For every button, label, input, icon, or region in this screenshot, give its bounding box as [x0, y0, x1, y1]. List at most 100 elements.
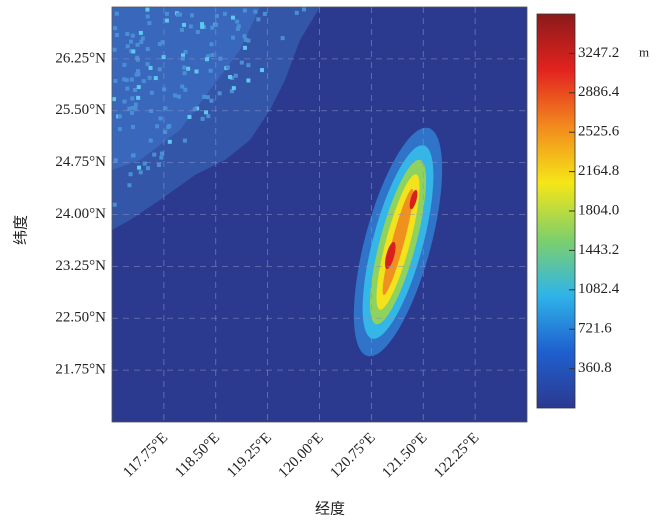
terrain-cell	[230, 76, 235, 81]
x-axis-label: 经度	[315, 500, 345, 517]
terrain-cell	[231, 35, 236, 40]
terrain-cell	[139, 39, 144, 44]
terrain-cell	[127, 183, 132, 188]
x-tick-label: 120.00°E	[276, 430, 327, 481]
terrain-cell	[179, 27, 184, 32]
terrain-cell	[163, 130, 168, 135]
terrain-cell	[202, 94, 207, 99]
terrain-cell	[148, 65, 153, 70]
terrain-cell	[117, 114, 122, 119]
terrain-cell	[200, 22, 205, 27]
terrain-cell	[259, 68, 264, 73]
x-tick-label: 119.25°E	[224, 430, 275, 481]
terrain-cell	[225, 65, 230, 70]
y-tick-label: 24.75°N	[55, 154, 106, 170]
terrain-cell	[138, 170, 143, 175]
terrain-cell	[246, 38, 251, 43]
terrain-cell	[125, 31, 130, 36]
terrain-cell	[133, 106, 138, 111]
terrain-cell	[155, 124, 160, 129]
terrain-cell	[214, 22, 219, 27]
terrain-cell	[136, 95, 141, 100]
terrain-cell	[112, 97, 117, 102]
colorbar-tick-label: 1804.0	[578, 202, 619, 218]
terrain-cell	[122, 62, 127, 67]
terrain-cell	[156, 163, 161, 168]
terrain-cell	[145, 14, 150, 19]
x-tick-label: 122.25°E	[431, 430, 482, 481]
terrain-cell	[194, 69, 199, 74]
terrain-cell	[180, 84, 185, 89]
terrain-cell	[230, 15, 235, 20]
terrain-cell	[243, 37, 248, 42]
terrain-cell	[246, 63, 251, 68]
terrain-cell	[164, 18, 169, 23]
terrain-cell	[128, 172, 133, 177]
taiwan-summit	[409, 189, 418, 210]
terrain-cell	[210, 52, 215, 57]
terrain-cell	[209, 98, 214, 103]
terrain-cell	[160, 40, 165, 45]
terrain-cell	[214, 14, 219, 19]
y-tick-label: 24.00°N	[55, 206, 106, 222]
terrain-cell	[205, 95, 210, 100]
terrain-cell	[262, 11, 267, 16]
terrain-cell	[242, 8, 247, 13]
terrain-cell	[132, 87, 137, 92]
terrain-cell	[113, 78, 118, 83]
terrain-cell	[147, 21, 152, 26]
terrain-cell	[135, 69, 140, 74]
terrain-cell	[200, 24, 205, 29]
terrain-cell	[125, 86, 130, 91]
y-tick-label: 25.50°N	[55, 102, 106, 118]
terrain-cell	[239, 60, 244, 65]
colorbar-tick-label: 2164.8	[578, 163, 619, 179]
terrain-cell	[117, 127, 122, 132]
terrain-cell	[133, 102, 138, 107]
terrain-cell	[195, 29, 200, 34]
y-tick-label: 22.50°N	[55, 310, 106, 326]
terrain-cell	[294, 10, 299, 15]
y-tick-label: 21.75°N	[55, 362, 106, 378]
terrain-cell	[152, 152, 157, 157]
terrain-cell	[127, 106, 132, 111]
terrain-cell	[114, 32, 119, 37]
terrain-cell	[129, 39, 134, 44]
taiwan	[353, 127, 443, 357]
terrain-cell	[242, 45, 247, 50]
terrain-cell	[187, 114, 192, 119]
terrain-cell	[182, 138, 187, 143]
terrain-cell	[130, 96, 135, 101]
terrain-cell	[112, 47, 117, 52]
terrain-cell	[183, 87, 188, 92]
colorbar-tick-label: 721.6	[578, 321, 612, 337]
x-tick-label: 118.50°E	[172, 430, 223, 481]
terrain-cell	[218, 56, 223, 61]
terrain-cell	[142, 161, 147, 166]
terrain-cell	[175, 12, 180, 17]
terrain-cell	[138, 30, 143, 35]
terrain-cell	[158, 116, 163, 121]
terrain-cell	[195, 106, 200, 111]
colorbar-tick-label: 1082.4	[578, 281, 620, 297]
colorbar-tick-label: 2886.4	[578, 84, 620, 100]
terrain-cell	[206, 114, 211, 119]
terrain-cell	[129, 49, 134, 54]
terrain-cell	[229, 89, 234, 94]
plot-frame	[111, 6, 528, 423]
terrain-cell	[147, 75, 152, 80]
terrain-cell	[182, 22, 187, 27]
terrain-cell	[181, 53, 186, 58]
terrain-cell	[222, 11, 227, 16]
terrain-cell	[141, 79, 146, 84]
terrain-cell	[130, 110, 135, 115]
terrain-cell	[130, 105, 135, 110]
terrain-cell	[145, 47, 150, 52]
terrain-cell	[145, 7, 150, 12]
terrain-cell	[242, 34, 247, 39]
terrain-cell	[140, 36, 145, 41]
terrain-cell	[182, 65, 187, 70]
terrain-cell	[176, 94, 181, 99]
terrain-cell	[200, 116, 205, 121]
terrain-cell	[210, 25, 215, 30]
